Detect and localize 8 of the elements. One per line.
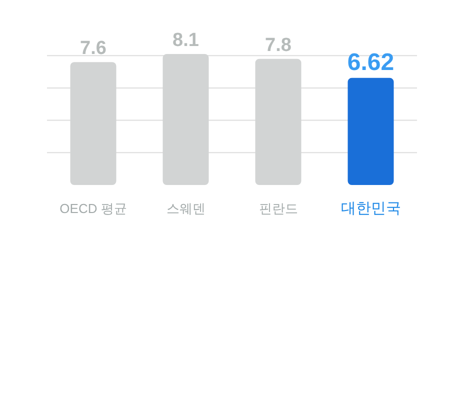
data-label: 7.6: [80, 38, 106, 60]
x-tick-label: 대한민국: [340, 200, 401, 217]
x-tick-label: OECD 평균: [60, 201, 127, 216]
data-label: 8.1: [172, 30, 200, 51]
x-tick-label: 스웨덴: [166, 201, 206, 216]
x-tick-label: 핀란드: [258, 201, 298, 216]
data-label: 6.62: [347, 48, 394, 76]
data-label: 7.8: [265, 34, 292, 56]
